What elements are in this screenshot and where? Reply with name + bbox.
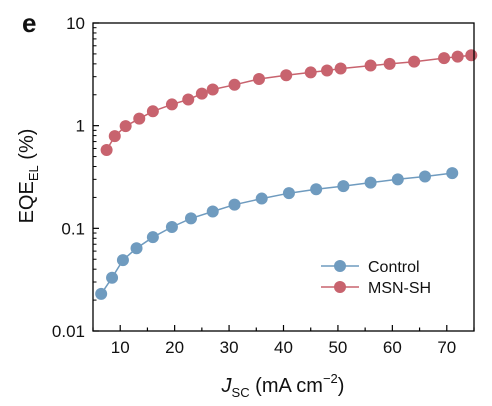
data-point-1-4 bbox=[146, 105, 159, 118]
data-point-1-7 bbox=[195, 87, 208, 100]
data-point-1-17 bbox=[408, 55, 421, 68]
x-axis-title-close: ) bbox=[338, 375, 345, 397]
data-point-1-19 bbox=[451, 50, 464, 63]
data-point-1-3 bbox=[133, 112, 146, 125]
axes: 10 20 30 40 50 60 70 0.01 0.1 1 10 bbox=[52, 14, 475, 357]
data-point-0-13 bbox=[364, 176, 377, 189]
x-tick-label: 40 bbox=[274, 338, 293, 357]
data-point-1-5 bbox=[165, 98, 178, 111]
legend-marker-0 bbox=[334, 260, 346, 272]
x-tick-label: 60 bbox=[383, 338, 402, 357]
data-point-0-4 bbox=[146, 231, 159, 244]
data-point-1-10 bbox=[253, 72, 266, 85]
data-point-0-0 bbox=[95, 287, 108, 300]
data-point-0-12 bbox=[337, 180, 350, 193]
x-tick-label: 70 bbox=[437, 338, 456, 357]
data-point-0-14 bbox=[391, 173, 404, 186]
data-point-0-16 bbox=[446, 167, 459, 180]
x-tick-label: 50 bbox=[328, 338, 347, 357]
data-point-1-8 bbox=[206, 83, 219, 96]
y-tick-label: 10 bbox=[66, 14, 85, 33]
data-point-1-15 bbox=[364, 59, 377, 72]
data-point-1-2 bbox=[119, 120, 132, 133]
data-point-0-1 bbox=[106, 271, 119, 284]
data-point-0-9 bbox=[255, 192, 268, 205]
x-axis-title-main: J bbox=[221, 375, 233, 397]
legend-label-0: Control bbox=[368, 259, 420, 276]
legend-label-1: MSN-SH bbox=[368, 280, 431, 297]
x-axis-title-sub: SC bbox=[232, 385, 250, 400]
y-axis-title: EQEEL (%) bbox=[16, 129, 41, 224]
data-point-1-20 bbox=[465, 49, 478, 62]
data-point-1-12 bbox=[304, 66, 317, 79]
data-point-1-18 bbox=[438, 52, 451, 65]
data-point-1-11 bbox=[280, 69, 293, 82]
x-tick-label: 30 bbox=[220, 338, 239, 357]
plot-area bbox=[95, 49, 478, 300]
data-point-1-6 bbox=[182, 93, 195, 106]
data-point-1-9 bbox=[228, 78, 241, 91]
y-tick-label: 0.1 bbox=[61, 219, 85, 238]
series-line-1 bbox=[105, 54, 472, 151]
y-axis-title-main: EQE bbox=[16, 181, 38, 223]
data-point-0-11 bbox=[310, 183, 323, 196]
legend: Control MSN-SH bbox=[321, 259, 431, 297]
data-point-0-5 bbox=[165, 221, 178, 234]
data-point-1-14 bbox=[334, 62, 347, 75]
data-point-0-3 bbox=[130, 242, 143, 255]
x-axis-title-sup: −2 bbox=[323, 371, 338, 386]
data-point-0-2 bbox=[116, 254, 129, 267]
x-axis-title-rest: (mA cm bbox=[250, 375, 323, 397]
data-point-1-16 bbox=[383, 57, 396, 70]
x-axis-title: JSC (mA cm−2) bbox=[221, 371, 345, 400]
data-point-0-10 bbox=[282, 187, 295, 200]
y-tick-label: 1 bbox=[76, 117, 85, 136]
data-point-1-13 bbox=[321, 64, 334, 77]
x-tick-label: 10 bbox=[111, 338, 130, 357]
data-point-1-0 bbox=[100, 143, 113, 156]
legend-marker-1 bbox=[334, 281, 346, 293]
data-point-0-8 bbox=[228, 198, 241, 211]
data-point-0-15 bbox=[419, 170, 432, 183]
data-point-0-6 bbox=[184, 212, 197, 225]
data-point-0-7 bbox=[206, 205, 219, 218]
data-point-1-1 bbox=[108, 130, 121, 143]
y-tick-label: 0.01 bbox=[52, 322, 85, 341]
panel-label: e bbox=[22, 8, 36, 38]
y-axis-title-sub: EL bbox=[26, 165, 41, 181]
x-tick-label: 20 bbox=[165, 338, 184, 357]
y-axis-title-rest: (%) bbox=[16, 129, 38, 166]
